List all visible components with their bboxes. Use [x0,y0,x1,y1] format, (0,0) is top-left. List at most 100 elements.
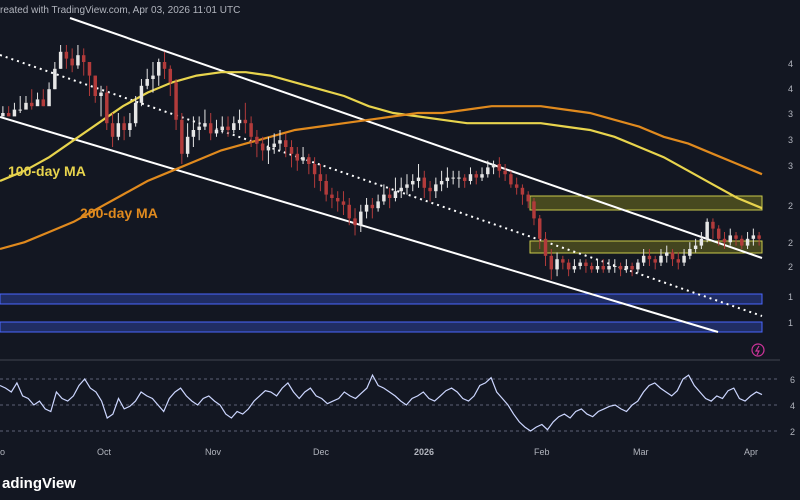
candle [653,255,657,270]
rsi-line[interactable] [0,373,763,432]
dotted-trendline[interactable] [0,54,763,317]
channel-lower-line[interactable] [0,116,719,333]
ma200-label: 200-day MA [80,205,158,221]
candle [318,164,323,192]
support-zone-upper[interactable] [0,293,763,305]
candle [480,167,484,181]
y-axis-tick-label: 1 [788,318,793,328]
candle [688,242,692,260]
candle [203,109,207,130]
candle [584,259,588,273]
candle [543,232,548,266]
y-axis-tick-label: 2 [788,262,793,272]
candle [191,116,196,147]
candle [589,262,594,273]
candle [232,116,236,134]
y-axis-tick-label: 2 [788,238,793,248]
ma200-line[interactable] [0,105,763,251]
candle [439,170,444,192]
candle [670,249,675,266]
candle [676,252,681,270]
candle [278,130,282,151]
candle [728,228,732,246]
candle [445,167,450,188]
x-axis-tick-label: Nov [205,447,222,457]
candle [624,259,629,273]
candle [572,259,577,273]
candle [145,68,149,90]
candle [659,249,663,266]
candle [682,249,686,266]
candle [486,160,490,178]
candle [699,232,704,249]
candle [751,228,756,246]
resistance-zone-upper[interactable] [529,195,763,211]
candle [266,136,271,164]
candle [93,75,97,103]
candle [434,177,438,198]
candle [110,113,115,147]
candle [428,181,432,202]
candle [284,133,288,158]
candle [607,259,611,273]
x-axis-tick-label: 2026 [414,447,434,457]
candle [566,259,571,277]
candle [630,262,634,277]
candle [503,164,507,181]
candle [468,167,473,185]
candle [416,164,421,188]
candle [382,184,386,205]
candle [618,262,623,277]
candle [722,232,727,249]
candle [220,116,224,134]
candle [249,116,253,147]
support-zone-lower[interactable] [0,321,763,333]
candle [312,157,317,188]
resistance-zone-lower[interactable] [529,240,763,254]
candle [81,48,86,76]
candle [636,259,640,273]
candle [665,245,669,263]
candle [162,51,167,79]
candle [174,79,178,130]
y-axis-tick-label: 3 [788,161,793,171]
candle [555,252,559,277]
candle [740,235,744,249]
moving-averages [0,71,763,251]
candle [509,170,513,188]
ma100-line[interactable] [0,71,763,210]
candle [128,113,132,137]
zones [0,195,763,333]
candle [197,116,201,141]
candle [214,119,219,137]
candle [693,238,698,253]
y-axis-tick-label: 2 [788,201,793,211]
rsi-axis-tick-label: 4 [790,401,795,411]
y-axis-tick-label: 1 [788,292,793,302]
flash-icon[interactable] [751,343,765,357]
candle [105,85,109,130]
candle [601,259,605,273]
candle [526,191,530,209]
y-axis-tick-label: 4 [788,59,793,69]
candle [243,102,248,134]
candle [457,170,461,188]
candle [595,259,600,273]
candle [185,123,190,158]
candle [491,160,496,175]
candle [53,62,57,90]
candle [208,113,213,141]
candle [301,147,305,164]
candle [757,232,761,246]
candle [353,208,357,236]
x-axis-tick-label: Dec [313,447,330,457]
channel-upper-line[interactable] [69,17,763,259]
candle [151,62,155,93]
candle [364,198,369,219]
candle [532,198,536,226]
candle [341,191,346,215]
y-axis-tick-label: 3 [788,109,793,119]
candle [399,177,403,198]
candle [561,255,565,270]
